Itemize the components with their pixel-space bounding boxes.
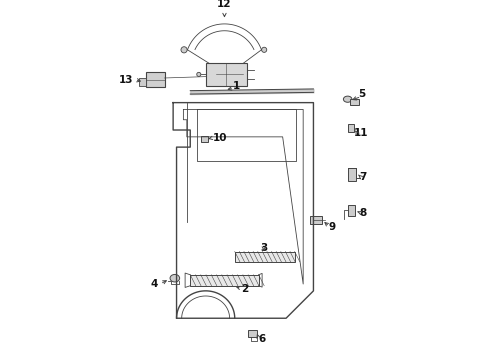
Text: 11: 11	[354, 129, 368, 139]
Ellipse shape	[197, 72, 201, 76]
Bar	[348, 205, 355, 216]
Text: 12: 12	[217, 0, 232, 9]
Text: 10: 10	[213, 133, 227, 143]
Ellipse shape	[262, 47, 267, 52]
Ellipse shape	[343, 96, 352, 102]
Text: 9: 9	[329, 221, 336, 231]
Text: 1: 1	[233, 81, 240, 90]
Text: 4: 4	[150, 279, 158, 289]
Bar	[139, 78, 146, 86]
Text: 8: 8	[360, 208, 367, 218]
Bar	[348, 168, 356, 181]
Text: 2: 2	[242, 284, 248, 294]
Text: 13: 13	[119, 75, 134, 85]
Ellipse shape	[170, 274, 180, 282]
Bar	[348, 124, 354, 132]
Text: 5: 5	[358, 89, 365, 99]
Text: 7: 7	[359, 172, 367, 182]
Bar	[235, 252, 294, 262]
Bar	[190, 275, 259, 286]
Bar	[206, 63, 246, 86]
Ellipse shape	[181, 47, 187, 53]
Bar	[200, 136, 208, 142]
Bar	[248, 330, 257, 337]
Bar	[146, 72, 165, 87]
Text: 6: 6	[259, 334, 266, 345]
Text: 3: 3	[260, 243, 268, 253]
Bar	[310, 216, 322, 224]
Bar	[350, 99, 359, 105]
